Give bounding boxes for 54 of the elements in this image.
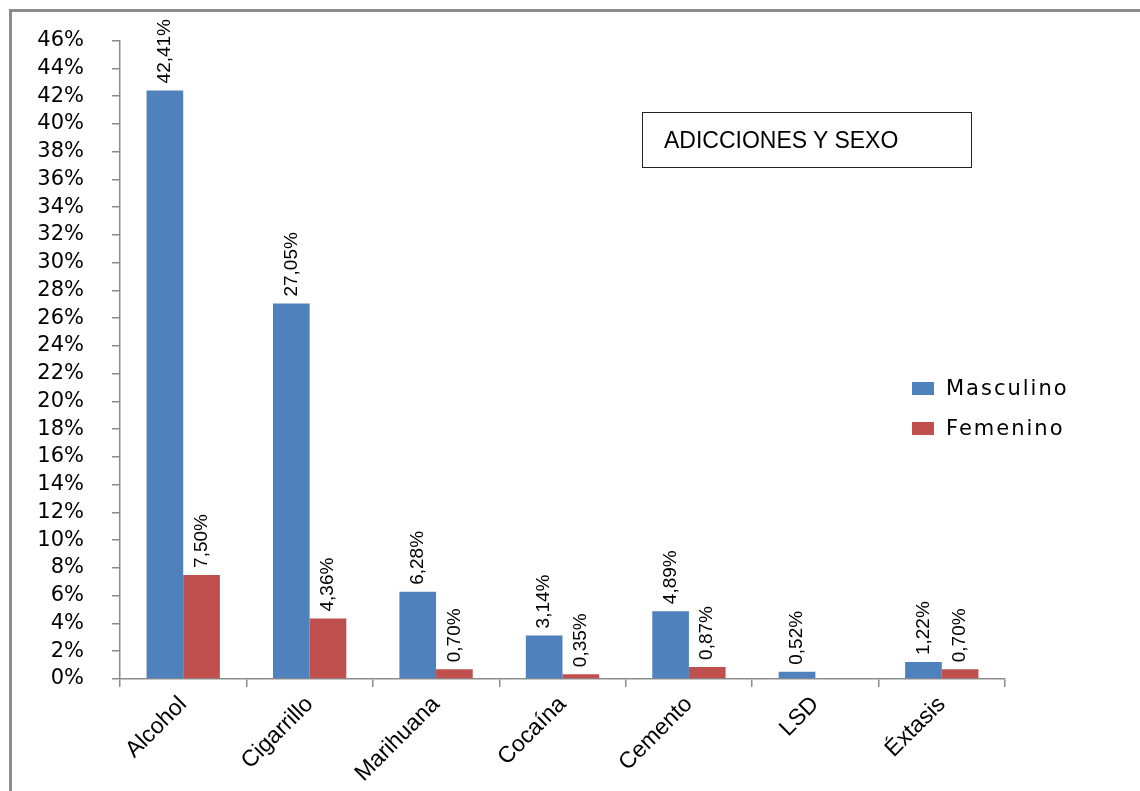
data-label: 27,05% [279, 232, 301, 297]
data-label: 6,28% [405, 530, 427, 585]
text: ADICCIONES Y SEXO [664, 126, 899, 154]
data-label: 4,89% [658, 550, 680, 605]
legend-label: Masculino [946, 376, 1069, 400]
y-tick-label: 34% [37, 193, 84, 218]
y-tick-label: 10% [37, 526, 84, 551]
x-tick-label: LSD [773, 690, 824, 741]
data-label: 0,87% [695, 605, 717, 660]
bar [272, 303, 310, 679]
y-tick-label: 30% [37, 249, 84, 274]
data-label: 1,22% [911, 601, 933, 656]
bar [688, 666, 726, 679]
y-tick-label: 22% [37, 360, 84, 385]
data-label: 3,14% [532, 574, 554, 629]
y-tick-label: 32% [37, 221, 84, 246]
y-tick-label: 14% [37, 471, 84, 496]
y-tick-label: 0% [50, 665, 84, 690]
bar [436, 669, 473, 679]
y-tick-label: 36% [37, 165, 84, 190]
bar [399, 591, 437, 679]
y-tick-label: 20% [37, 387, 84, 412]
bar [905, 662, 942, 679]
y-tick-label: 44% [37, 54, 84, 79]
bar [778, 671, 816, 679]
y-tick-label: 46% [37, 27, 84, 52]
y-tick-label: 24% [37, 332, 84, 357]
legend-label: Femenino [946, 416, 1065, 440]
data-label: 0,52% [785, 610, 807, 665]
y-tick-label: 38% [37, 138, 84, 163]
bar [941, 669, 979, 679]
data-label: 0,70% [442, 608, 464, 663]
bar [309, 618, 347, 679]
y-tick-label: 40% [37, 110, 84, 135]
y-tick-label: 16% [37, 443, 84, 468]
bar [562, 674, 600, 679]
data-label: 0,35% [569, 613, 591, 668]
y-tick-label: 8% [50, 554, 84, 579]
data-label: 42,41% [153, 18, 175, 84]
bar [183, 574, 220, 679]
y-tick-label: 18% [37, 415, 84, 440]
y-tick-label: 6% [50, 582, 84, 607]
bar [146, 90, 184, 679]
y-tick-label: 26% [37, 304, 84, 329]
data-label: 7,50% [189, 513, 211, 568]
bar [525, 635, 563, 679]
y-tick-label: 2% [50, 637, 84, 662]
data-label: 0,70% [948, 608, 970, 663]
y-tick-label: 28% [37, 276, 84, 301]
data-label: 4,36% [316, 557, 338, 612]
y-tick-label: 12% [37, 498, 84, 523]
y-tick-label: 42% [37, 82, 84, 107]
y-tick-label: 4% [50, 609, 84, 634]
bar [652, 611, 689, 679]
